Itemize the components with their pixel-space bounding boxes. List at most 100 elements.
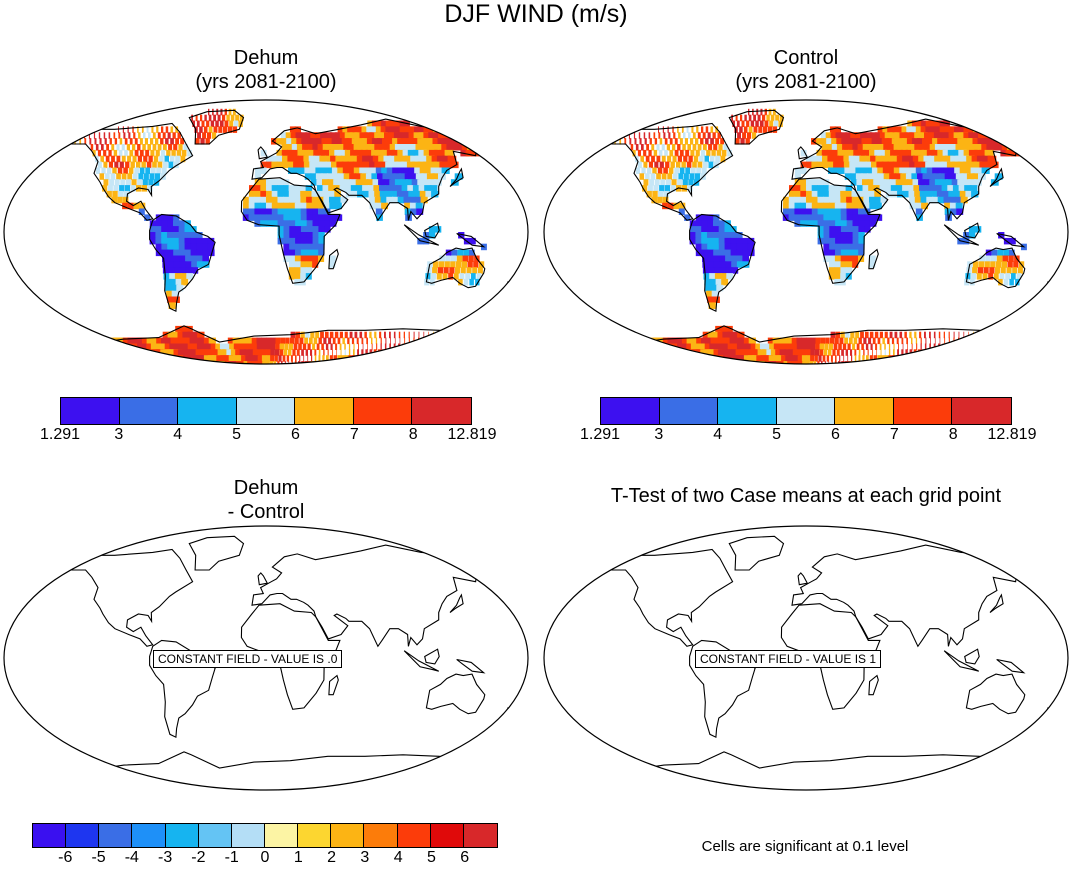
wind-grid-cell [294, 126, 301, 133]
wind-grid-cell [392, 149, 401, 157]
wind-grid-cell [141, 126, 144, 133]
wind-grid-cell [279, 343, 285, 350]
wind-grid-cell [920, 126, 930, 133]
wind-grid-cell [206, 120, 210, 127]
wind-grid-cell [800, 190, 807, 198]
wind-grid-cell [731, 114, 733, 122]
wind-grid-cell [813, 361, 817, 364]
wind-grid-cell [897, 349, 899, 356]
wind-grid-cell [252, 343, 258, 350]
wind-grid-cell [934, 361, 953, 364]
wind-grid-cell [806, 161, 813, 169]
wind-grid-cell [850, 331, 855, 339]
colorbar-tick-label: 3 [360, 849, 370, 866]
wind-grid-cell [890, 185, 898, 192]
wind-grid-cell [72, 343, 87, 350]
wind-grid-cell [690, 138, 694, 145]
wind-grid-cell [426, 155, 435, 163]
wind-grid-cell [457, 138, 468, 145]
wind-grid-cell [278, 355, 282, 362]
wind-grid-cell [178, 226, 186, 233]
wind-grid-cell [338, 179, 346, 186]
wind-grid-cell [845, 132, 852, 139]
wind-grid-cell [307, 343, 311, 350]
wind-grid-cell [739, 337, 747, 345]
wind-grid-cell [816, 155, 823, 163]
wind-grid-cell [976, 273, 982, 280]
wind-grid-cell [952, 355, 964, 362]
wind-grid-cell [849, 337, 853, 345]
wind-grid-cell [406, 349, 412, 356]
wind-grid-cell [946, 179, 954, 186]
wind-grid-cell [743, 126, 748, 133]
wind-grid-cell [806, 208, 813, 215]
wind-grid-cell [1007, 132, 1019, 139]
wind-grid-cell [929, 144, 938, 151]
wind-grid-cell [314, 349, 317, 356]
wind-grid-cell [904, 331, 907, 339]
wind-grid-cell [332, 337, 336, 345]
wind-grid-cell [276, 138, 283, 145]
wind-grid-cell [482, 138, 494, 145]
wind-grid-cell [379, 132, 388, 139]
wind-grid-cell [698, 355, 713, 362]
wind-grid-cell [982, 343, 987, 350]
wind-grid-cell [446, 144, 456, 151]
wind-grid-cell [638, 161, 642, 169]
wind-grid-cell [794, 220, 801, 227]
wind-grid-cell [389, 331, 391, 339]
wind-grid-cell [381, 167, 389, 174]
wind-grid-cell [681, 355, 698, 362]
coastline-nz [1034, 280, 1056, 300]
wind-grid-cell [742, 132, 747, 139]
wind-grid-cell [422, 138, 432, 145]
wind-grid-cell [617, 343, 631, 350]
wind-grid-cell [394, 144, 404, 151]
wind-grid-cell [224, 120, 229, 127]
wind-grid-cell [817, 202, 824, 210]
wind-grid-cell [934, 349, 939, 356]
wind-grid-cell [203, 126, 208, 133]
wind-grid-cell [654, 179, 660, 186]
wind-grid-cell [835, 132, 842, 139]
wind-grid-cell [419, 190, 427, 198]
wind-grid-cell [697, 361, 717, 364]
wind-grid-cell [689, 226, 696, 233]
wind-grid-cell [1009, 278, 1014, 286]
wind-grid-cell [974, 355, 989, 362]
wind-grid-cell [325, 331, 329, 339]
wind-grid-cell [283, 208, 290, 215]
wind-grid-cell [937, 361, 957, 364]
wind-grid-cell [1017, 267, 1023, 274]
wind-grid-cell [955, 202, 963, 210]
wind-grid-cell [254, 361, 261, 364]
wind-grid-cell [184, 237, 191, 245]
wind-grid-cell [619, 126, 621, 133]
wind-grid-cell [800, 149, 807, 157]
wind-grid-cell [340, 349, 342, 356]
wind-grid-cell [81, 349, 97, 356]
wind-grid-cell [324, 155, 332, 163]
wind-grid-cell [112, 355, 132, 362]
wind-grid-cell [930, 185, 938, 192]
wind-grid-cell [180, 337, 189, 345]
wind-grid-cell [756, 108, 759, 116]
wind-grid-cell [938, 343, 941, 350]
wind-grid-cell [612, 349, 629, 356]
wind-grid-cell [305, 331, 310, 339]
wind-grid-cell [167, 296, 175, 303]
wind-grid-cell [846, 261, 853, 268]
wind-grid-cell [599, 138, 601, 145]
wind-grid-cell [800, 214, 807, 221]
wind-grid-cell [364, 331, 367, 339]
wind-grid-cell [730, 232, 737, 239]
wind-grid-cell [305, 132, 312, 139]
wind-grid-cell [717, 132, 721, 139]
wind-grid-cell [878, 173, 885, 180]
wind-grid-cell [156, 337, 166, 345]
wind-grid-cell [666, 144, 670, 151]
wind-grid-cell [835, 214, 842, 221]
wind-grid-cell [381, 361, 398, 364]
wind-grid-cell [58, 343, 73, 350]
wind-grid-cell [432, 138, 442, 145]
